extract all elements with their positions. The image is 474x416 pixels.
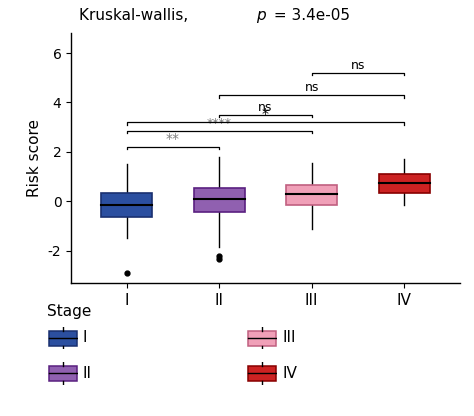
- Y-axis label: Risk score: Risk score: [27, 119, 42, 197]
- Text: Kruskal-wallis,: Kruskal-wallis,: [79, 8, 193, 23]
- Text: ****: ****: [207, 116, 232, 130]
- Text: I: I: [83, 330, 87, 345]
- Bar: [248, 366, 276, 381]
- Bar: [286, 185, 337, 205]
- Text: IV: IV: [282, 366, 297, 381]
- Text: *: *: [262, 107, 269, 121]
- Text: p: p: [255, 8, 265, 23]
- Text: ns: ns: [304, 81, 319, 94]
- Bar: [379, 174, 430, 193]
- Text: Stage: Stage: [47, 304, 92, 319]
- Text: = 3.4e-05: = 3.4e-05: [269, 8, 350, 23]
- Bar: [101, 193, 152, 218]
- Text: III: III: [282, 330, 295, 345]
- Text: II: II: [83, 366, 92, 381]
- Text: ns: ns: [258, 101, 273, 114]
- Bar: [248, 331, 276, 346]
- Bar: [49, 366, 77, 381]
- Text: **: **: [166, 132, 180, 146]
- Bar: [49, 331, 77, 346]
- Text: ns: ns: [351, 59, 365, 72]
- Bar: [194, 188, 245, 213]
